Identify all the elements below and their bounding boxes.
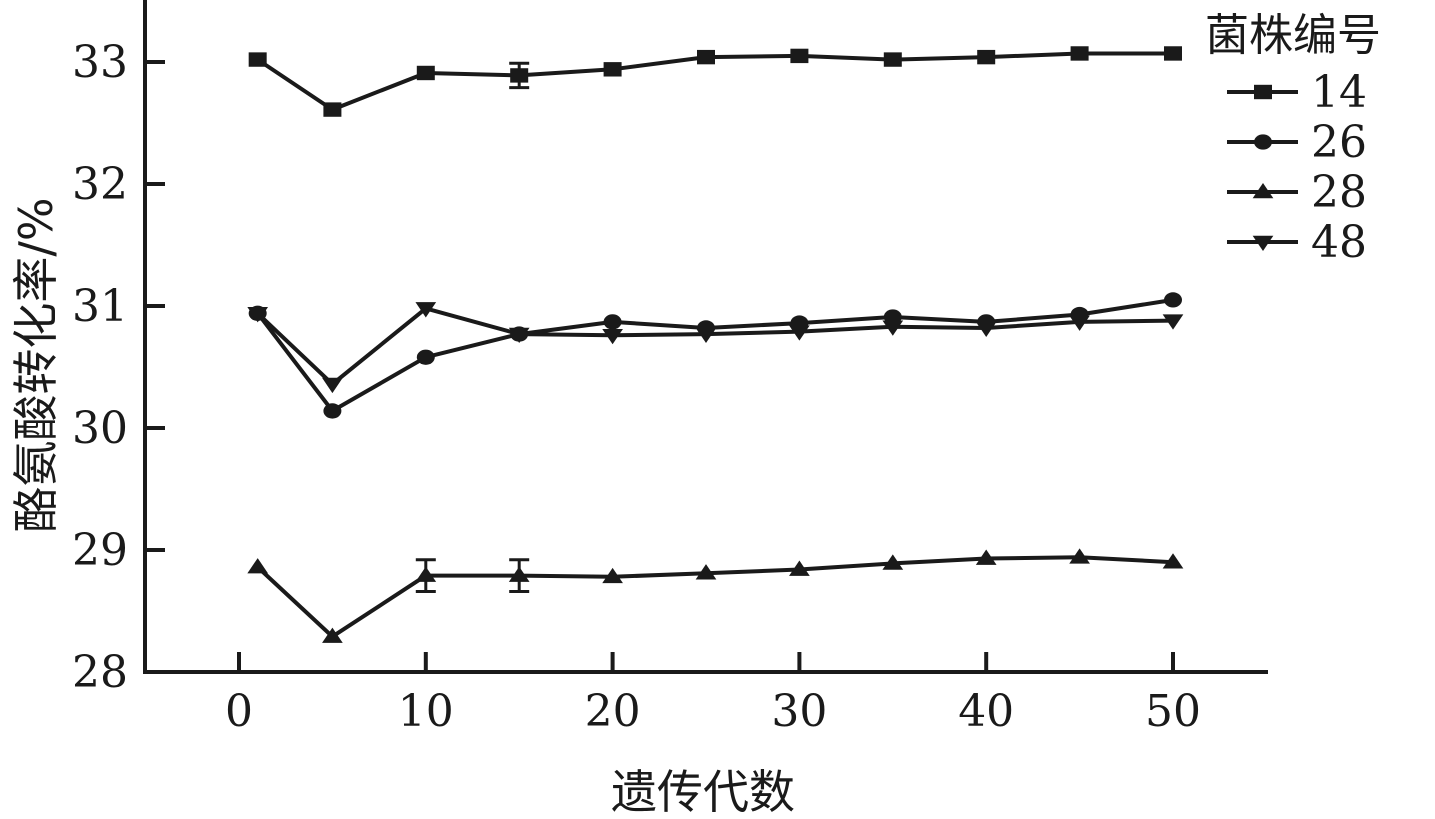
triangle-down-marker-icon (415, 302, 437, 318)
legend-item-28: 28 (1227, 167, 1367, 218)
circle-marker-icon (1254, 134, 1272, 150)
triangle-up-marker-icon (882, 554, 904, 570)
square-marker-icon (977, 49, 996, 65)
triangle-down-marker-icon (1069, 315, 1090, 331)
square-marker-icon (1070, 46, 1089, 61)
triangle-up-marker-icon (1252, 183, 1274, 199)
series-26 (248, 292, 1182, 419)
legend-item-14: 14 (1227, 67, 1367, 118)
legend-label: 26 (1311, 117, 1367, 168)
square-marker-icon (697, 49, 715, 65)
square-marker-icon (416, 65, 435, 81)
triangle-up-marker-icon (695, 564, 717, 580)
triangle-up-marker-icon (415, 566, 437, 582)
square-marker-icon (510, 68, 529, 83)
square-marker-icon (883, 52, 902, 67)
series-line (256, 51, 1173, 112)
axes: 28 29 30 31 32 33 0 10 20 30 40 50 遗传代数 酪氨酸转化率/% (9, 0, 1268, 819)
triangle-up-marker-icon (789, 560, 810, 576)
triangle-down-marker-icon (695, 327, 717, 344)
triangle-down-marker-icon (789, 325, 810, 341)
square-marker-icon (790, 48, 809, 64)
square-marker-icon (603, 62, 622, 77)
y-tick-label: 32 (72, 159, 128, 210)
legend-item-48: 48 (1227, 217, 1367, 268)
y-tick-label: 28 (72, 647, 128, 698)
legend-title: 菌株编号 (1205, 10, 1381, 61)
triangle-down-marker-icon (602, 328, 623, 345)
triangle-down-marker-icon (975, 321, 997, 337)
y-tick-label: 30 (72, 403, 128, 454)
x-tick-label: 50 (1145, 686, 1201, 737)
x-tick-label: 30 (771, 686, 827, 737)
circle-marker-icon (1164, 292, 1182, 308)
x-tick-label: 10 (398, 686, 454, 737)
triangle-down-marker-icon (322, 377, 343, 394)
triangle-up-marker-icon (247, 558, 269, 574)
circle-marker-icon (603, 314, 622, 330)
triangle-down-marker-icon (247, 307, 269, 323)
triangle-down-marker-icon (882, 320, 904, 336)
triangle-down-marker-icon (508, 327, 530, 344)
legend-label: 48 (1311, 217, 1367, 268)
triangle-up-marker-icon (508, 566, 530, 582)
triangle-up-marker-icon (322, 627, 343, 643)
square-marker-icon (1164, 46, 1182, 61)
triangle-up-marker-icon (1162, 553, 1184, 569)
x-tick-label: 0 (225, 686, 253, 737)
triangle-up-marker-icon (602, 567, 623, 584)
square-marker-icon (248, 52, 267, 67)
circle-marker-icon (416, 349, 435, 365)
triangle-down-marker-icon (1162, 314, 1184, 330)
triangle-down-marker-icon (1252, 235, 1274, 251)
y-axis-title: 酪氨酸转化率/% (9, 197, 63, 532)
x-axis-title: 遗传代数 (611, 765, 795, 819)
series-line (256, 555, 1174, 639)
triangle-up-marker-icon (975, 549, 997, 565)
triangle-up-marker-icon (1069, 548, 1090, 564)
circle-marker-icon (323, 403, 342, 419)
y-tick-label: 31 (72, 281, 128, 332)
series-line (256, 297, 1174, 413)
x-tick-label: 20 (585, 686, 641, 737)
legend-item-26: 26 (1227, 117, 1367, 168)
y-tick-label: 33 (72, 37, 128, 88)
legend-label: 14 (1311, 67, 1367, 118)
legend-label: 28 (1311, 167, 1367, 218)
square-marker-icon (1254, 84, 1272, 100)
series-48 (247, 302, 1184, 394)
y-tick-label: 29 (72, 525, 128, 576)
series-28 (247, 548, 1184, 643)
series-layer (247, 46, 1184, 643)
square-marker-icon (323, 102, 342, 117)
series-14 (248, 46, 1182, 117)
x-tick-label: 40 (958, 686, 1014, 737)
